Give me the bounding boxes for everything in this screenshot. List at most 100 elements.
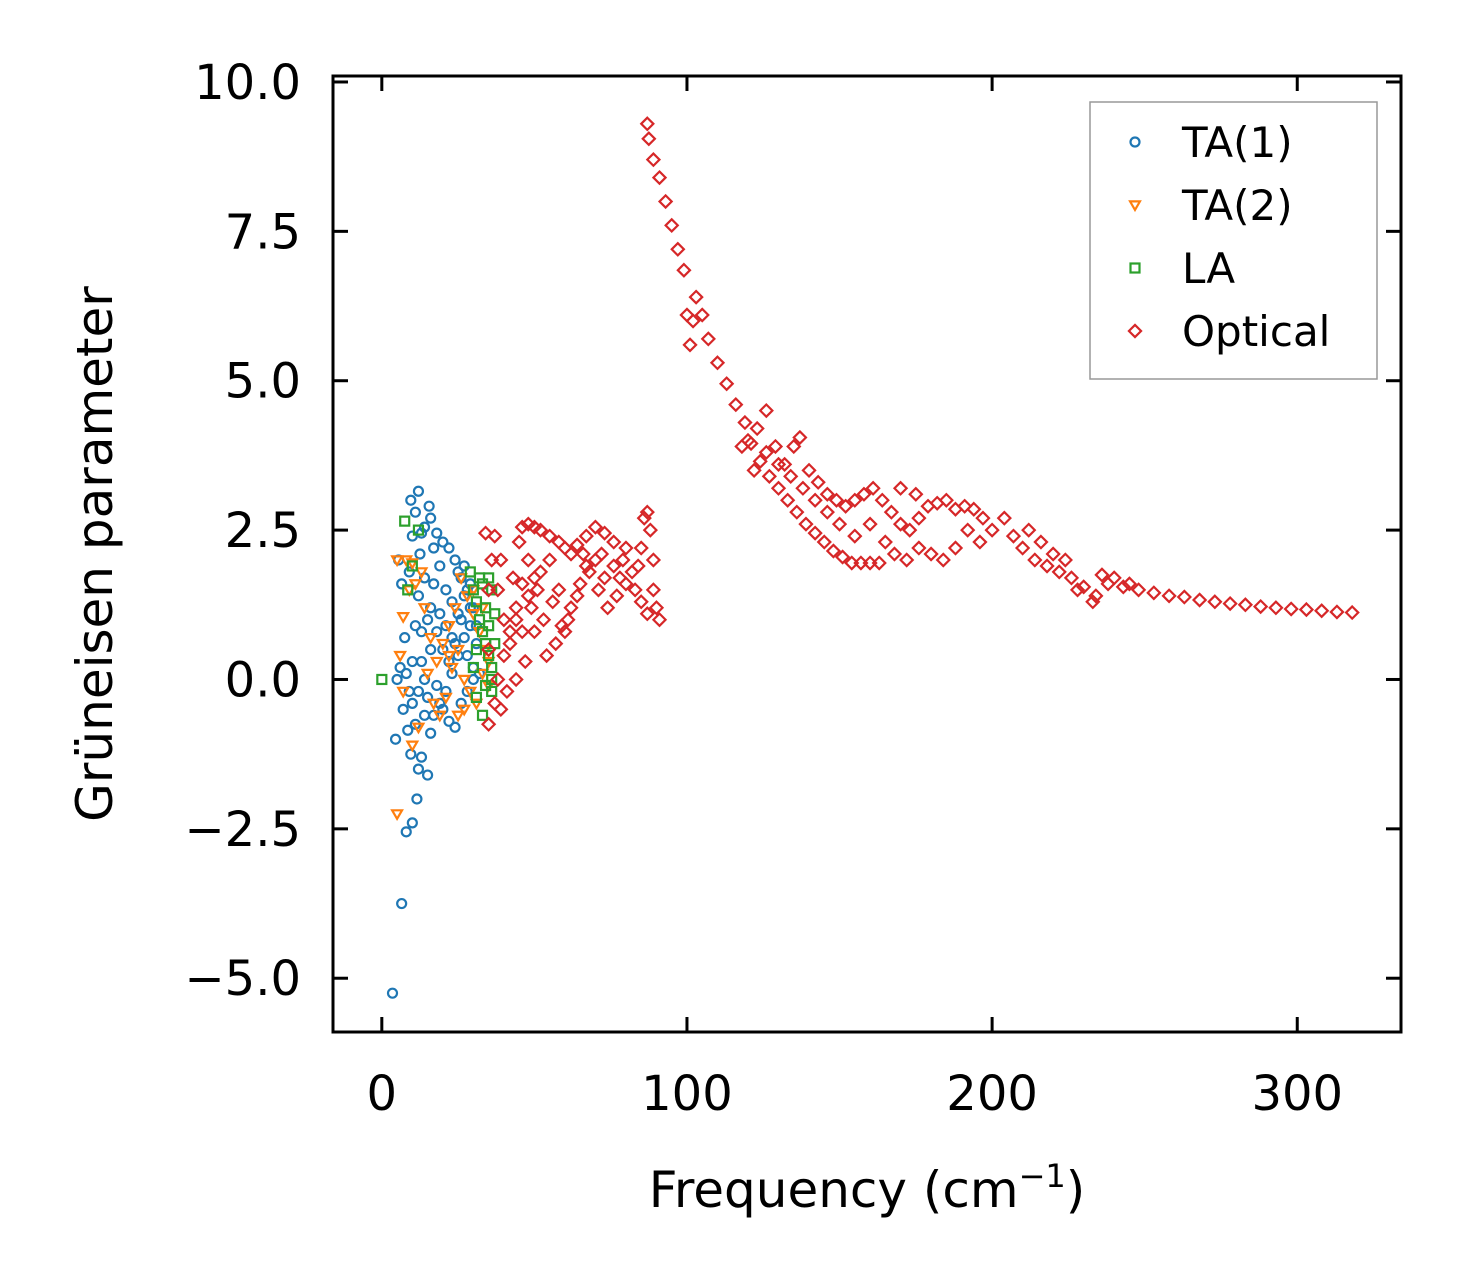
data-point <box>457 674 472 687</box>
data-point <box>633 594 649 610</box>
data-point <box>439 692 453 705</box>
data-point <box>454 573 469 586</box>
data-point <box>529 582 546 598</box>
data-point <box>1069 582 1086 598</box>
data-point <box>405 558 420 571</box>
data-point <box>440 584 452 596</box>
data-point <box>473 572 486 584</box>
data-point <box>596 570 613 586</box>
data-point <box>423 632 438 645</box>
data-point <box>399 632 411 644</box>
data-point <box>770 480 787 496</box>
data-point <box>526 570 543 586</box>
data-point <box>734 438 750 455</box>
data-point <box>431 626 443 638</box>
data-point <box>996 510 1012 526</box>
legend-marker <box>1127 323 1143 339</box>
data-point <box>477 525 494 541</box>
y-tick-label: 10.0 <box>194 55 301 111</box>
data-point <box>412 485 425 497</box>
data-point <box>442 620 456 633</box>
data-point <box>883 504 900 520</box>
data-point <box>486 685 498 698</box>
data-point <box>460 591 475 603</box>
data-point <box>560 612 576 628</box>
data-point <box>648 600 665 616</box>
data-point <box>642 522 658 538</box>
data-point <box>496 612 512 628</box>
data-point <box>761 468 777 484</box>
data-point <box>443 715 455 727</box>
data-point <box>425 643 437 656</box>
data-point <box>457 704 472 717</box>
data-point <box>487 528 503 544</box>
data-point <box>425 512 437 524</box>
data-point <box>743 435 759 452</box>
data-point <box>557 624 573 640</box>
data-point <box>578 528 594 544</box>
data-point <box>489 608 501 620</box>
data-point <box>1094 567 1110 583</box>
data-point <box>575 546 591 562</box>
data-point <box>1045 546 1061 562</box>
data-point <box>428 578 440 590</box>
data-point <box>688 289 704 305</box>
data-point <box>1344 604 1360 621</box>
data-point <box>486 673 498 686</box>
data-point <box>464 620 476 632</box>
data-point <box>819 504 835 520</box>
data-point <box>411 793 423 805</box>
data-point <box>630 558 646 574</box>
data-point <box>639 606 655 622</box>
data-point <box>825 543 842 559</box>
data-point <box>902 522 918 538</box>
data-point <box>783 468 799 484</box>
data-point <box>396 612 411 624</box>
data-point <box>418 709 431 721</box>
data-point <box>911 510 927 526</box>
data-point <box>390 809 404 822</box>
data-point <box>834 549 851 565</box>
data-point <box>645 582 662 598</box>
data-point <box>437 536 449 548</box>
series-optical <box>477 116 1360 732</box>
data-point <box>819 486 835 502</box>
data-point <box>476 709 489 721</box>
data-point <box>406 817 418 829</box>
data-point <box>749 420 765 437</box>
data-point <box>557 540 573 556</box>
data-point <box>520 552 536 568</box>
data-point <box>1329 604 1345 620</box>
data-point <box>396 897 408 910</box>
data-point <box>420 668 435 681</box>
data-point <box>911 540 927 556</box>
data-point <box>467 673 479 686</box>
data-point <box>957 498 973 514</box>
data-point <box>719 376 735 392</box>
data-point <box>451 644 465 657</box>
data-point <box>443 542 455 554</box>
data-point <box>415 751 428 763</box>
data-point <box>480 641 497 658</box>
data-point <box>458 632 470 644</box>
data-point <box>435 638 450 651</box>
data-point <box>923 546 939 562</box>
data-point <box>499 683 515 700</box>
data-point <box>394 661 406 674</box>
data-point <box>493 552 509 568</box>
data-point <box>645 552 662 568</box>
data-point <box>645 152 662 168</box>
data-point <box>542 528 558 544</box>
data-point <box>490 671 506 688</box>
data-point <box>1146 585 1162 601</box>
data-point <box>670 241 686 257</box>
x-tick-label: 300 <box>1251 1066 1343 1122</box>
data-point <box>694 307 710 323</box>
data-point <box>545 594 561 610</box>
data-point <box>405 740 420 753</box>
data-point <box>960 522 976 538</box>
data-point <box>523 600 539 616</box>
data-point <box>1222 595 1238 612</box>
data-point <box>1014 540 1031 556</box>
data-point <box>892 516 909 532</box>
